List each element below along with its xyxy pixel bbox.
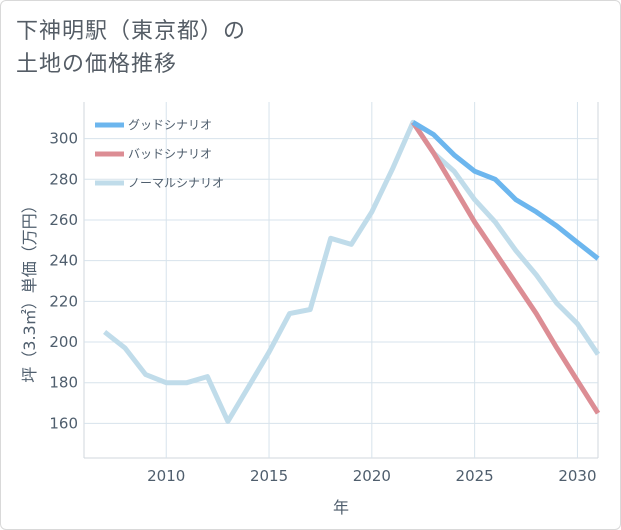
chart-title-line-2: 土地の価格推移: [16, 52, 178, 77]
series-line-1: [410, 120, 601, 415]
x-tick-label: 2020: [353, 467, 391, 485]
x-tick-label: 2025: [456, 467, 494, 485]
legend-label-1: バッドシナリオ: [128, 147, 212, 161]
grid: [83, 102, 599, 459]
chart-title-line-1: 下神明駅（東京都）の: [16, 19, 247, 44]
y-tick-label: 220: [49, 292, 78, 310]
legend-label-2: ノーマルシナリオ: [128, 176, 224, 190]
y-tick-label: 160: [49, 414, 78, 432]
series-lines: [103, 119, 601, 424]
x-tick-label: 2030: [558, 467, 596, 485]
y-tick-label: 280: [49, 170, 78, 188]
legend-label-0: グッドシナリオ: [128, 118, 212, 132]
chart-title: 下神明駅（東京都）の 土地の価格推移: [16, 15, 316, 81]
y-tick-label: 200: [49, 333, 78, 351]
x-tick-label: 2010: [147, 467, 185, 485]
x-tick-label: 2015: [250, 467, 288, 485]
y-tick-label: 240: [49, 252, 78, 270]
axes: 2010 2015 2020 2025 2030 160 180 200 220 240 260 28…: [49, 130, 596, 485]
series-line-0: [411, 120, 600, 261]
y-tick-label: 180: [49, 374, 78, 392]
y-tick-label: 300: [49, 130, 78, 148]
x-axis-title: 年: [333, 498, 349, 517]
y-axis-title: 坪（3.3㎡）単価（万円）: [20, 197, 39, 382]
y-tick-label: 260: [49, 211, 78, 229]
series-line-2: [103, 119, 601, 424]
